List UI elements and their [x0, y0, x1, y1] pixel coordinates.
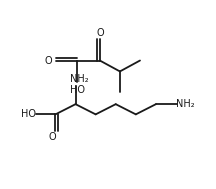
Text: HO: HO [70, 85, 85, 95]
Text: HO: HO [21, 109, 36, 119]
Text: O: O [45, 56, 52, 66]
Text: NH₂: NH₂ [70, 74, 89, 84]
Text: O: O [49, 132, 56, 142]
Text: O: O [96, 28, 104, 38]
Text: NH₂: NH₂ [176, 99, 195, 109]
